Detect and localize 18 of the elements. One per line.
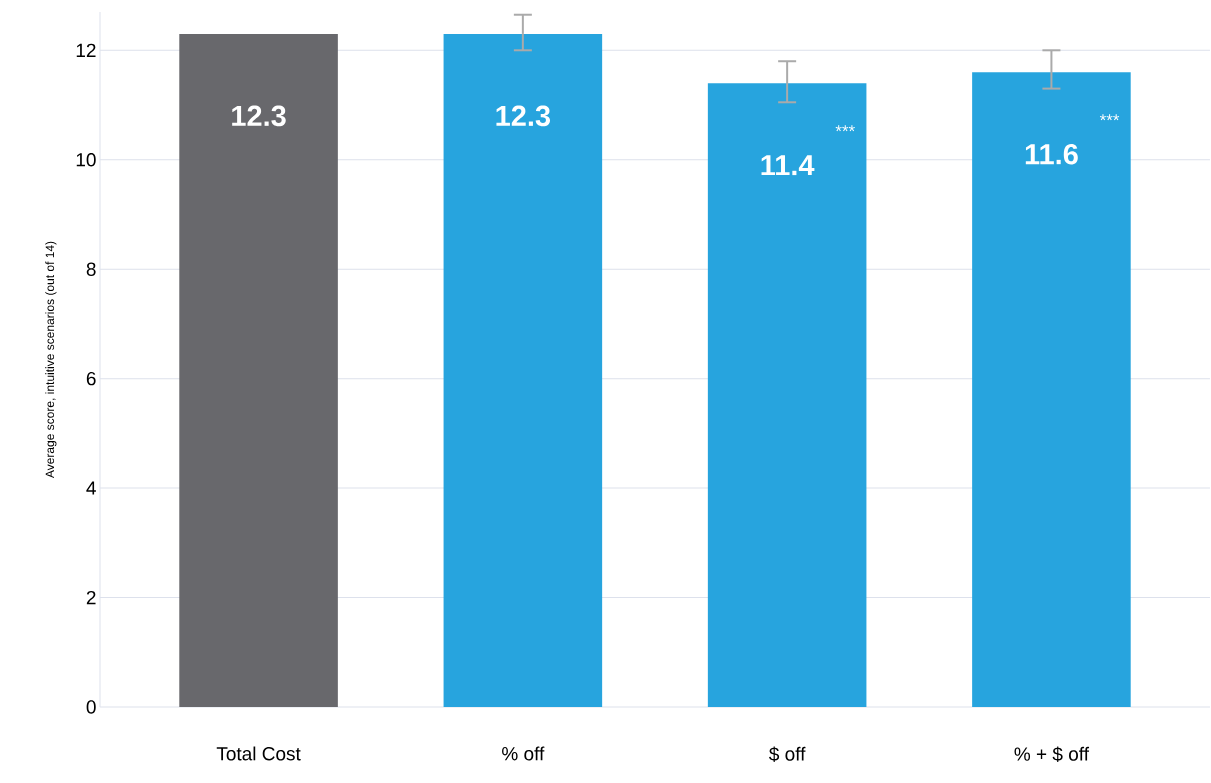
data-label: 11.6 <box>1025 143 1078 165</box>
data-label: 12.3 <box>496 105 551 127</box>
y-tick-label: 0 <box>86 700 96 714</box>
y-tick-label: 12 <box>76 43 96 57</box>
y-tick-label: 4 <box>86 481 96 495</box>
y-axis-title: Average score, intuitive scenarios (out of 14) <box>45 241 57 479</box>
data-label: 11.4 <box>761 155 815 176</box>
y-tick-label: 8 <box>86 262 96 276</box>
data-label: 12.3 <box>232 105 286 127</box>
x-tick-label: Total Cost <box>216 746 301 761</box>
annotation: *** <box>835 125 855 132</box>
y-tick-label: 2 <box>86 590 96 605</box>
annotation: *** <box>1099 114 1120 121</box>
y-tick-label: 6 <box>86 371 96 386</box>
y-tick-label: 10 <box>76 153 96 167</box>
x-tick-label: % off <box>502 746 545 761</box>
x-tick-label: % + $ off <box>1014 746 1090 762</box>
x-tick-label: $ off <box>769 746 806 762</box>
